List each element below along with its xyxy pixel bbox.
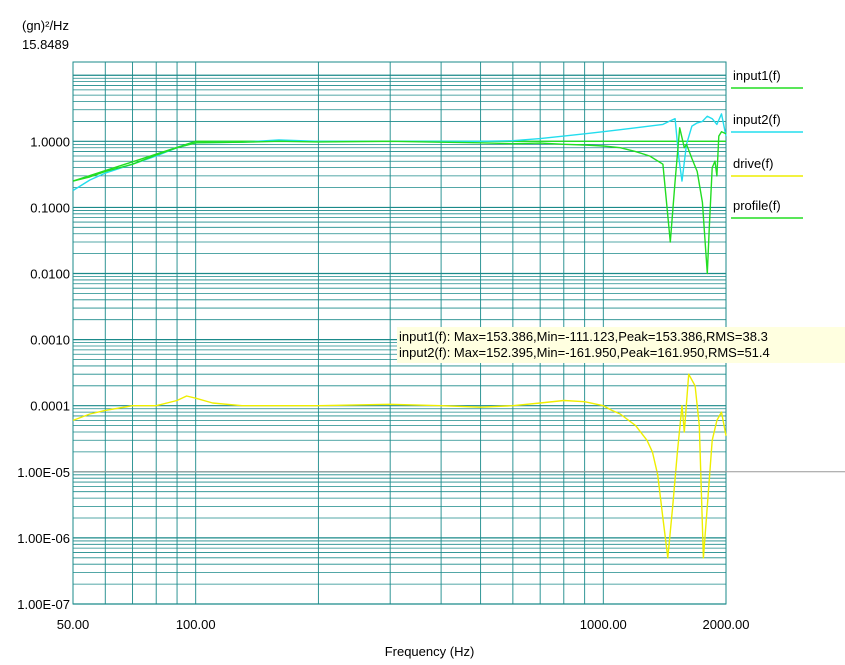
y-tick-label: 0.1000 <box>30 200 70 215</box>
y-axis-label: (gn)²/Hz <box>22 18 69 33</box>
legend-label: profile(f) <box>733 198 781 213</box>
axis-labels: (gn)²/Hz 15.8489 Frequency (Hz) <box>22 18 474 659</box>
y-tick-label: 1.00E-06 <box>17 531 70 546</box>
y-tick-label: 1.0000 <box>30 134 70 149</box>
y-tick-label: 0.0001 <box>30 399 70 414</box>
x-tick-label: 100.00 <box>176 617 216 632</box>
series-line-drivef <box>72 373 727 559</box>
x-tick-label: 50.00 <box>57 617 90 632</box>
y-tick-label: 0.0010 <box>30 333 70 348</box>
series-line-input1f <box>72 127 727 275</box>
x-axis-label: Frequency (Hz) <box>385 644 475 659</box>
series-line-input2f <box>72 113 727 192</box>
stats-annotation: input1(f): Max=153.386,Min=-111.123,Peak… <box>397 327 845 363</box>
stats-line: input1(f): Max=153.386,Min=-111.123,Peak… <box>399 329 768 344</box>
y-tick-label: 0.0100 <box>30 267 70 282</box>
stats-line: input2(f): Max=152.395,Min=-161.950,Peak… <box>399 345 770 360</box>
legend-label: drive(f) <box>733 156 773 171</box>
y-axis-top-label: 15.8489 <box>22 37 69 52</box>
y-tick-label: 1.00E-07 <box>17 597 70 612</box>
legend-label: input2(f) <box>733 112 781 127</box>
legend: input1(f) input2(f) drive(f) profile(f) <box>731 68 803 219</box>
y-tick-label: 1.00E-05 <box>17 465 70 480</box>
x-tick-label: 2000.00 <box>703 617 750 632</box>
plot-lines <box>72 113 845 559</box>
stats-box <box>397 327 845 363</box>
legend-label: input1(f) <box>733 68 781 83</box>
x-tick-label: 1000.00 <box>580 617 627 632</box>
